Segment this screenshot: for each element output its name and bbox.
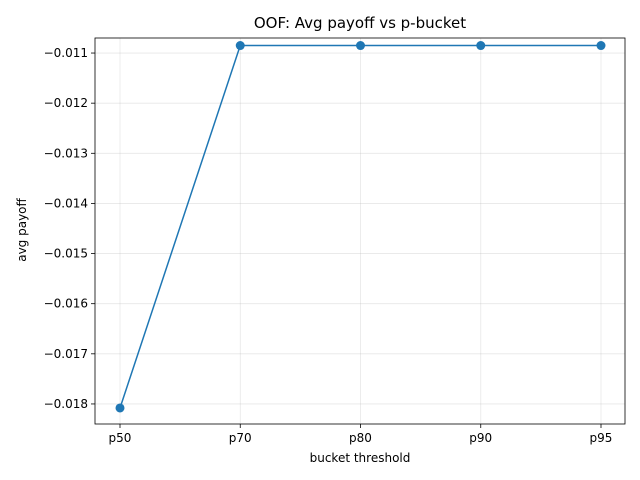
x-tick-label: p80 [349, 431, 372, 445]
chart-title: OOF: Avg payoff vs p-bucket [254, 14, 466, 32]
ticks: p50 p70 p80 p90 p95 −0.011 −0.012 −0.013 −0.014 −… [44, 46, 613, 445]
y-tick-label: −0.012 [44, 96, 88, 110]
axes-frame [94, 37, 626, 425]
y-tick-label: −0.015 [44, 247, 88, 261]
y-tick-label: −0.011 [44, 46, 88, 60]
x-axis-label: bucket threshold [310, 451, 411, 465]
data-point [476, 41, 486, 51]
y-tick-label: −0.014 [44, 196, 88, 210]
x-tick-label: p50 [109, 431, 132, 445]
data-point [596, 41, 606, 51]
y-tick-label: −0.016 [44, 297, 88, 311]
plot-area-border [94, 37, 626, 425]
data-point [356, 41, 365, 51]
data-point [235, 41, 245, 51]
y-tick-label: −0.013 [44, 146, 88, 160]
x-tick-label: p95 [590, 431, 613, 445]
y-axis-label: avg payoff [15, 197, 29, 261]
series-layer [115, 41, 606, 413]
data-point [115, 403, 125, 413]
x-tick-label: p90 [469, 431, 492, 445]
x-tick-label: p70 [229, 431, 252, 445]
y-tick-label: −0.018 [44, 397, 88, 411]
grid [95, 38, 625, 424]
y-tick-label: −0.017 [44, 347, 88, 361]
